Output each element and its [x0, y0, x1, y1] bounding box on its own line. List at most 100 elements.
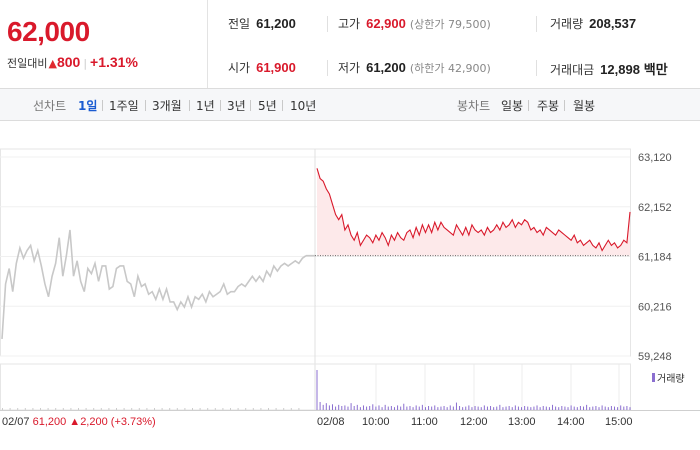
volume-bar	[403, 403, 405, 410]
volume-bar	[548, 407, 550, 410]
volume-bar	[335, 406, 337, 410]
tab-3month[interactable]: 3개월	[152, 99, 182, 113]
volume-bar	[375, 406, 377, 410]
volume-bar	[390, 406, 392, 410]
volume-bar	[629, 407, 631, 410]
tab-3year[interactable]: 3년	[227, 99, 246, 113]
volume-bar	[626, 406, 628, 410]
x-tick-label: 02/08	[317, 416, 345, 428]
tab-monthly-candle[interactable]: 월봉	[573, 99, 596, 113]
prev-volume-bar	[207, 408, 209, 410]
volume-bar	[527, 406, 529, 410]
volume-bar	[542, 406, 544, 410]
prev-volume-bar	[161, 408, 163, 410]
prev-volume-bar	[283, 408, 285, 410]
volume-bar	[350, 403, 352, 410]
volume-bar	[338, 404, 340, 410]
prev-day-summary: 02/07 61,200 ▲2,200 (+3.73%)	[2, 416, 156, 428]
volume-bar	[455, 402, 457, 410]
volume-bar	[623, 406, 625, 410]
prev-volume-bar	[199, 408, 201, 410]
x-tick-label: 15:00	[605, 416, 633, 428]
x-tick-label: 14:00	[557, 416, 585, 428]
current-price: 62,000	[7, 16, 90, 47]
stat-turnover: 거래대금 12,898 백만	[550, 59, 668, 78]
volume-bar	[508, 406, 510, 410]
divider	[220, 100, 221, 111]
volume-bar	[592, 406, 594, 410]
volume-bar	[328, 405, 330, 410]
volume-bar	[505, 406, 507, 410]
summary-part: 61,200	[33, 416, 70, 428]
volume-bar	[545, 406, 547, 410]
prev-volume-bar	[138, 408, 140, 410]
stat-high: 고가 62,900 (상한가 79,500)	[338, 15, 491, 32]
change-row: 전일대비▲800 | +1.31%	[7, 54, 138, 71]
change-amount: 800	[56, 54, 81, 70]
stat-value: 61,200	[366, 60, 406, 75]
volume-bar	[474, 406, 476, 410]
tab-weekly-candle[interactable]: 주봉	[537, 99, 560, 113]
x-tick-label: 11:00	[411, 416, 438, 428]
y-tick-label: 61,184	[638, 252, 672, 264]
volume-bar	[440, 406, 442, 410]
tab-5year[interactable]: 5년	[258, 99, 277, 113]
volume-bar	[393, 407, 395, 410]
today-area	[317, 168, 630, 256]
change-percent: +1.31%	[90, 54, 138, 70]
prev-volume-bar	[9, 408, 11, 410]
x-tick-label: 13:00	[508, 416, 536, 428]
current-price-box: 62,000 전일대비▲800 | +1.31%	[0, 0, 208, 88]
volume-bar	[490, 406, 492, 410]
prev-volume-bar	[24, 408, 26, 410]
volume-bar	[567, 407, 569, 410]
stat-low: 저가 61,200 (하한가 42,900)	[338, 59, 491, 76]
volume-bar	[397, 405, 399, 410]
volume-bar	[362, 405, 364, 410]
volume-bar	[387, 406, 389, 410]
tab-10year[interactable]: 10년	[290, 99, 317, 113]
volume-bar	[477, 406, 479, 410]
stat-volume: 거래량 208,537	[550, 15, 636, 32]
volume-bar	[331, 404, 333, 410]
volume-bar	[325, 403, 327, 410]
volume-bar	[381, 407, 383, 410]
volume-bar	[428, 406, 430, 410]
volume-bar	[620, 405, 622, 410]
volume-bar	[409, 406, 411, 410]
prev-volume-bar	[252, 408, 254, 410]
change-label: 전일대비	[7, 57, 48, 70]
volume-bar	[617, 407, 619, 410]
divider	[189, 100, 190, 111]
volume-bar	[412, 407, 414, 410]
tab-daily-candle[interactable]: 일봉	[501, 99, 524, 113]
prev-volume-bar	[214, 408, 216, 410]
prev-volume-bar	[268, 408, 269, 410]
volume-bar	[555, 406, 557, 410]
stat-value: 208,537	[589, 16, 637, 31]
prev-volume-bar	[176, 408, 178, 410]
summary-part: 2,200	[80, 416, 111, 428]
y-tick-label: 62,152	[638, 202, 672, 214]
stat-unit: 백만	[643, 62, 668, 77]
upper-limit: (상한가 79,500)	[409, 18, 491, 31]
volume-bar	[589, 407, 591, 410]
volume-bar	[356, 404, 358, 410]
tab-1day[interactable]: 1일	[78, 99, 98, 113]
volume-bar	[400, 406, 402, 410]
tab-1year[interactable]: 1년	[196, 99, 215, 113]
prev-volume-bar	[17, 408, 19, 410]
divider	[564, 100, 565, 111]
volume-bar	[406, 406, 408, 410]
y-tick-label: 63,120	[638, 152, 672, 164]
tab-1week[interactable]: 1주일	[109, 99, 139, 113]
prev-volume-bar	[146, 408, 148, 410]
volume-bar	[499, 404, 501, 410]
prev-volume-bar	[100, 408, 102, 410]
volume-bar	[521, 407, 523, 410]
x-tick-label: 12:00	[460, 416, 488, 428]
volume-bar	[586, 404, 588, 410]
volume-bar	[468, 405, 470, 410]
y-tick-label: 60,216	[638, 301, 672, 313]
volume-legend-label: 거래량	[657, 373, 685, 385]
